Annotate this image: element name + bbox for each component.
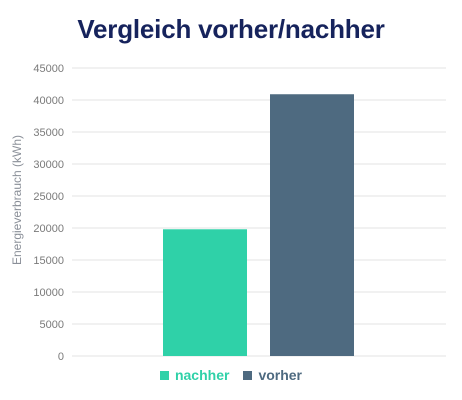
bar-nachher xyxy=(163,229,247,356)
y-axis-title: Energieverbrauch (kWh) xyxy=(10,135,24,265)
legend-label-nachher: nachher xyxy=(174,367,230,383)
legend: nachher vorher xyxy=(0,367,462,383)
y-tick-label: 45000 xyxy=(33,63,64,75)
chart-title: Vergleich vorher/nachher xyxy=(77,14,385,44)
y-tick-label: 35000 xyxy=(33,127,64,139)
y-tick-label: 10000 xyxy=(33,287,64,299)
gridlines xyxy=(72,67,446,357)
legend-item-vorher: vorher xyxy=(243,367,302,383)
y-tick-label: 5000 xyxy=(40,319,64,331)
y-tick-label: 15000 xyxy=(33,255,64,267)
legend-item-nachher: nachher xyxy=(159,367,230,383)
y-tick-label: 20000 xyxy=(33,223,64,235)
y-tick-label: 30000 xyxy=(33,159,64,171)
y-tick-label: 25000 xyxy=(33,191,64,203)
y-tick-label: 0 xyxy=(58,351,64,363)
y-tick-labels: 0 5000 10000 15000 20000 25000 30000 35000 40000… xyxy=(33,63,64,363)
bars xyxy=(163,94,354,357)
legend-swatch-nachher xyxy=(159,370,169,380)
y-tick-label: 40000 xyxy=(33,95,64,107)
legend-label-vorher: vorher xyxy=(258,367,303,383)
bar-vorher xyxy=(270,94,354,357)
legend-swatch-vorher xyxy=(243,370,253,380)
